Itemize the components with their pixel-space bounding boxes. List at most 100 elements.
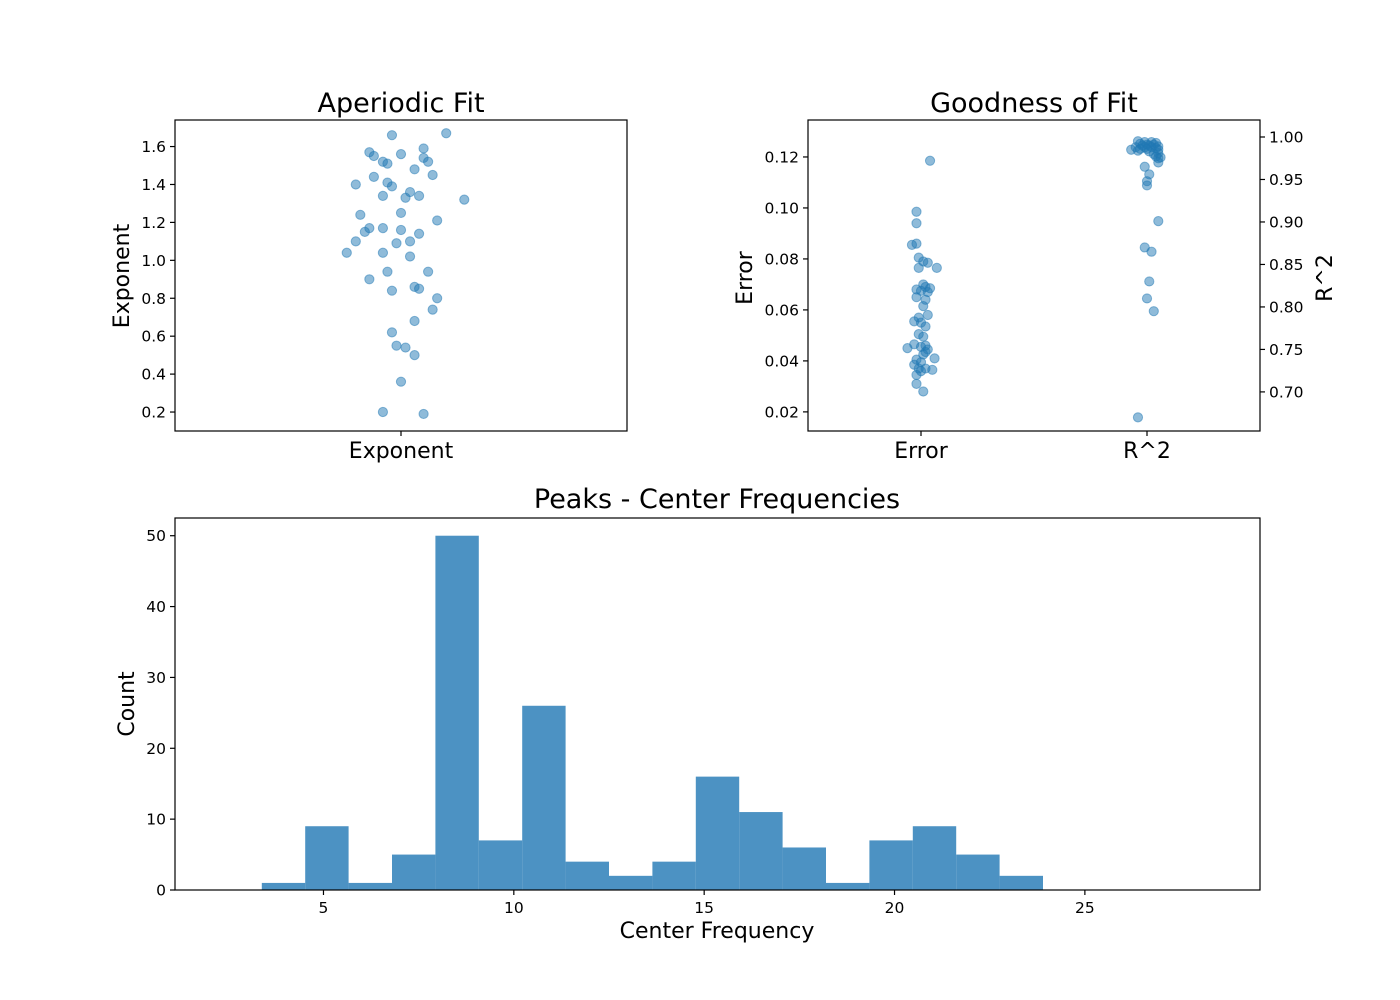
r2-point: [1141, 293, 1153, 304]
r2-tick-label: 0.80: [1269, 298, 1304, 316]
frequency-tick-label: 5: [319, 899, 329, 917]
r2-point: [1148, 306, 1159, 317]
frequency-tick-label: 20: [885, 899, 905, 917]
exponent-point: [404, 236, 416, 247]
count-tick-label: 10: [146, 811, 166, 829]
count-tick-label: 50: [146, 527, 166, 545]
error-point: [918, 331, 929, 342]
histogram-bar: [826, 882, 870, 890]
error-point: [911, 378, 922, 389]
exponent-point: [413, 228, 425, 239]
error-point: [911, 369, 922, 381]
r2-point: [1146, 246, 1157, 257]
y-tick-label: 0.6: [141, 328, 166, 346]
exponent-point: [409, 350, 420, 361]
exponent-point: [441, 128, 452, 139]
r2-point: [1139, 161, 1150, 172]
frequency-tick-label: 10: [504, 899, 524, 917]
error-point: [911, 238, 922, 249]
exponent-point: [359, 226, 370, 237]
error-point: [911, 292, 922, 303]
exponent-point: [386, 285, 398, 296]
histogram-bar: [999, 875, 1043, 890]
peaks-bars: [261, 535, 1043, 890]
count-y-axis-label: Count: [115, 671, 140, 737]
exponent-point: [413, 283, 425, 294]
error-point: [918, 300, 929, 312]
exponent-point: [350, 236, 361, 247]
r2-tick-label: 0.70: [1269, 383, 1304, 401]
exponent-point: [386, 181, 398, 192]
exponent-point: [427, 169, 438, 181]
exponent-point: [395, 224, 407, 236]
histogram-bar: [348, 882, 392, 890]
r2-tick-label: 0.95: [1269, 171, 1304, 189]
exponent-point: [386, 130, 398, 141]
exponent-point: [432, 215, 443, 226]
r2-y-axis-label: R^2: [1313, 254, 1338, 302]
y-tick-label: 1.4: [141, 176, 166, 194]
error-tick-label: 0.06: [764, 301, 799, 319]
r2-tick-label: 0.90: [1269, 213, 1304, 231]
error-point: [922, 257, 933, 268]
goodness-plot-frame: [807, 119, 1261, 432]
exponent-point: [423, 156, 434, 167]
error-point: [927, 364, 938, 375]
r2-point: [1132, 412, 1144, 423]
goodness-x-ticks: Error R^2: [894, 431, 1171, 464]
frequency-tick-label: 25: [1075, 899, 1095, 917]
x-tick-label: Exponent: [349, 439, 454, 464]
peaks-title: Peaks - Center Frequencies: [534, 484, 900, 515]
histogram-bar: [478, 840, 523, 890]
aperiodic-fit-panel: Aperiodic Fit Exponent 0.2 0.4 0.6 0.8 1.0 1.…: [110, 88, 628, 464]
histogram-bar: [609, 875, 653, 890]
exponent-point: [400, 342, 411, 353]
exponent-point: [391, 238, 402, 249]
exponent-point: [382, 266, 393, 277]
exponent-point: [368, 171, 379, 182]
goodness-of-fit-panel: Goodness of Fit Error R^2 0.020.040.060.…: [733, 88, 1338, 464]
exponent-point: [386, 327, 398, 338]
r2-point: [1153, 157, 1164, 168]
exponent-point: [400, 192, 411, 203]
histogram-bar: [261, 882, 306, 890]
aperiodic-points: [341, 128, 470, 420]
exponent-point: [459, 194, 470, 205]
count-tick-label: 20: [146, 740, 166, 758]
exponent-point: [418, 143, 429, 154]
aperiodic-plot-frame: [174, 119, 628, 432]
histogram-bar: [565, 861, 609, 890]
exponent-point: [395, 376, 407, 387]
exponent-point: [382, 158, 393, 169]
y-tick-label: 1.6: [141, 138, 166, 156]
exponent-point: [413, 190, 425, 201]
histogram-bar: [435, 535, 479, 890]
error-tick-label: 0.04: [764, 352, 799, 370]
r2-tick-label: 0.75: [1269, 341, 1304, 359]
r2-point: [1141, 180, 1153, 191]
y-tick-label: 0.4: [141, 366, 166, 384]
y-tick-label: 0.8: [141, 290, 166, 308]
y-tick-label: 1.2: [141, 214, 166, 232]
error-tick-label: 0.08: [764, 250, 799, 268]
aperiodic-fit-title: Aperiodic Fit: [317, 88, 484, 119]
exponent-point: [423, 266, 434, 277]
exponent-point: [391, 340, 402, 351]
histogram-bar: [392, 854, 436, 890]
error-y-ticks: 0.02 0.04 0.06 0.08 0.10 0.12: [764, 148, 808, 421]
r2-point: [1144, 276, 1155, 287]
r2-tick-label: 1.00: [1269, 128, 1304, 146]
histogram-bar: [869, 840, 913, 890]
count-tick-label: 40: [146, 598, 166, 616]
error-point: [920, 321, 931, 332]
error-point: [924, 155, 936, 166]
goodness-points: [902, 136, 1166, 423]
histogram-bar: [522, 705, 566, 890]
exponent-point: [341, 247, 352, 258]
frequency-x-ticks: 5 10 15 20 25: [319, 890, 1095, 917]
exponent-point: [377, 222, 389, 234]
exponent-point: [368, 150, 379, 162]
r2-point: [1153, 216, 1164, 227]
center-frequency-x-axis-label: Center Frequency: [620, 919, 815, 944]
